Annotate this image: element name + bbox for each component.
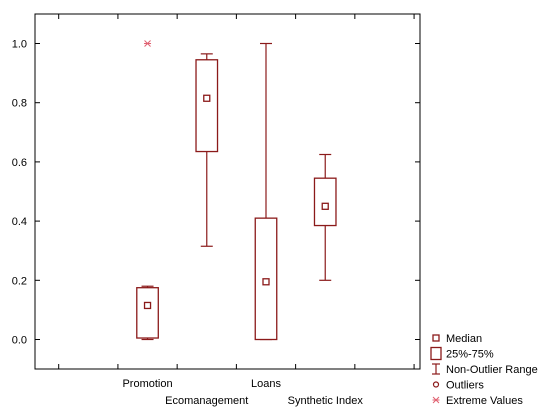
legend-outlier-symbol — [432, 381, 440, 388]
boxes — [136, 40, 337, 341]
box-4 — [313, 153, 337, 281]
y-axis: 0.0 0.2 0.4 0.6 0.8 1.0 — [12, 39, 420, 347]
x-tick-label: Promotion — [122, 378, 172, 390]
y-tick-label: 0.8 — [12, 98, 27, 110]
median-marker — [262, 278, 270, 286]
y-tick-label: 0.4 — [12, 216, 27, 228]
legend-label: Median — [446, 333, 482, 345]
legend-item-whisker: Non-Outlier Range — [432, 363, 538, 376]
box-3 — [254, 42, 278, 341]
box-2 — [195, 53, 219, 247]
legend-label: Non-Outlier Range — [446, 364, 538, 376]
legend-median-symbol — [432, 334, 440, 342]
legend-extreme-symbol — [432, 396, 440, 404]
legend-box-symbol — [430, 346, 442, 361]
box-iqr — [313, 177, 337, 227]
median-marker — [143, 301, 152, 310]
plot-frame — [34, 13, 421, 370]
x-tick-label: Synthetic Index — [288, 395, 364, 407]
legend-item-outlier: Outliers — [432, 380, 484, 392]
legend-item-extreme: Extreme Values — [432, 395, 523, 407]
legend-label: Extreme Values — [446, 395, 523, 407]
x-tick-label: Loans — [251, 378, 281, 390]
extreme-point — [144, 40, 152, 47]
legend-label: Outliers — [446, 380, 484, 392]
legend-item-median: Median — [432, 333, 482, 345]
legend-item-box: 25%-75% — [430, 346, 494, 361]
box-iqr — [136, 287, 159, 339]
median-marker — [203, 94, 211, 102]
y-tick-label: 1.0 — [12, 39, 27, 51]
legend: Median 25%-75% Non-Outlier Range Outliers Ex… — [430, 333, 538, 407]
box-1 — [136, 40, 159, 341]
legend-label: 25%-75% — [446, 349, 494, 361]
y-tick-label: 0.2 — [12, 275, 27, 287]
y-tick-label: 0.0 — [12, 335, 27, 347]
x-tick-label: Ecomanagement — [165, 395, 248, 407]
median-marker — [321, 202, 329, 210]
y-tick-label: 0.6 — [12, 157, 27, 169]
box-iqr — [195, 59, 219, 153]
